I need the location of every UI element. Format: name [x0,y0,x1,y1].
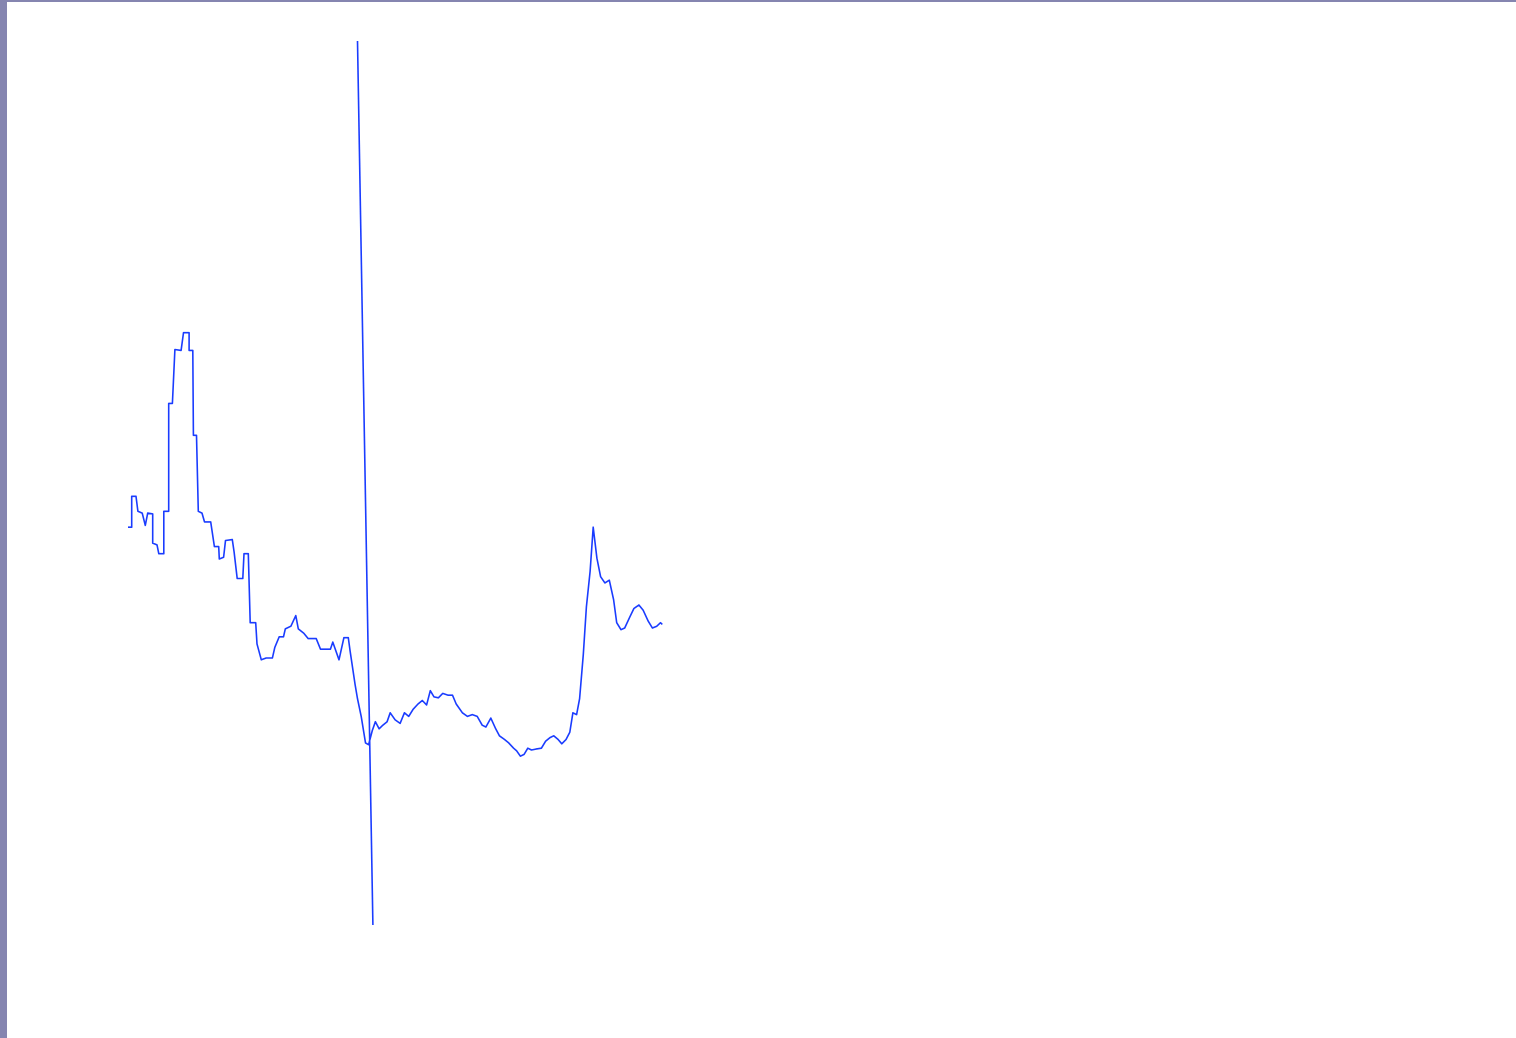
series-layer [128,40,663,926]
series-line-2 [356,40,374,926]
series-line-1 [128,331,663,757]
